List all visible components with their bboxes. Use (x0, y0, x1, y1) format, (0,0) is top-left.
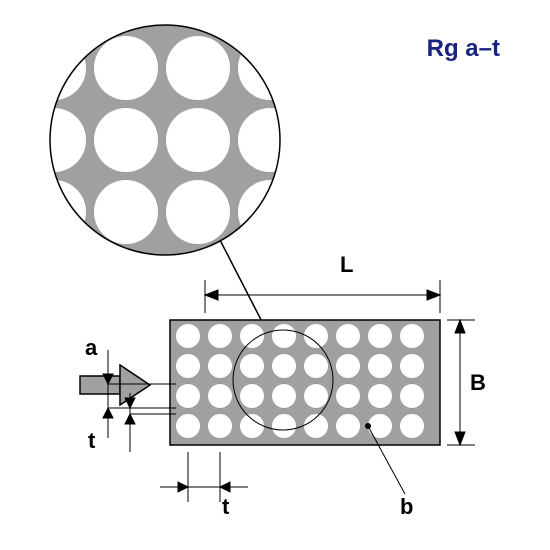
label-a: a (85, 335, 97, 361)
label-b: b (400, 494, 413, 520)
dimension-L (205, 280, 440, 313)
label-t-bottom: t (222, 494, 229, 520)
label-L: L (340, 252, 353, 278)
label-t-left: t (88, 428, 95, 454)
diagram-svg (0, 0, 550, 550)
direction-arrow (80, 365, 150, 405)
label-B: B (470, 370, 486, 396)
dimension-t-bottom (160, 452, 248, 502)
dimension-t-left (125, 393, 176, 452)
